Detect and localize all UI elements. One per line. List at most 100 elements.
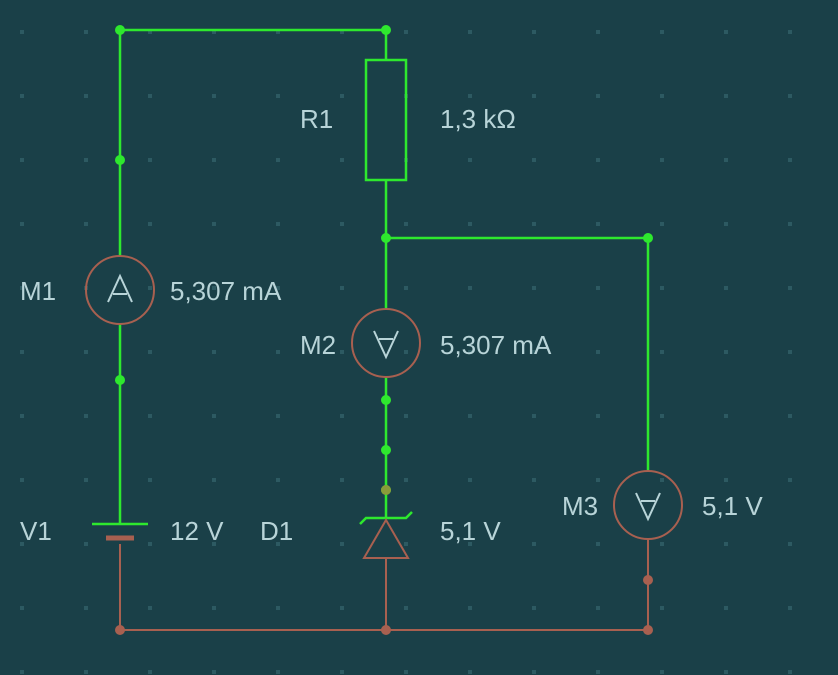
label-R1_name: R1 [300,104,333,134]
grid-dot [212,606,216,610]
grid-dot [340,670,344,674]
label-D1_val: 5,1 V [440,516,501,546]
grid-dot [468,30,472,34]
grid-dot [788,542,792,546]
grid-dot [404,670,408,674]
grid-dot [532,606,536,610]
resistor-r1 [366,60,406,180]
grid-dot [276,94,280,98]
label-R1_val: 1,3 kΩ [440,104,516,134]
grid-dot [148,94,152,98]
ammeter-m2 [352,309,420,377]
grid-dot [84,542,88,546]
grid-dot [468,670,472,674]
grid-dot [148,350,152,354]
grid-dot [596,670,600,674]
grid-dot [724,30,728,34]
grid-dot [788,222,792,226]
grid-dot [84,222,88,226]
junction-node [381,445,391,455]
grid-dot [148,158,152,162]
grid-dot [20,158,24,162]
grid-dot [20,606,24,610]
grid-dot [724,414,728,418]
grid-dot [788,350,792,354]
grid-dot [724,222,728,226]
grid-dot [596,158,600,162]
grid-dot [340,606,344,610]
grid-dot [148,606,152,610]
grid-dot [212,94,216,98]
grid-dot [468,94,472,98]
grid-dot [340,158,344,162]
grid-dot [596,606,600,610]
grid-dot [276,222,280,226]
junction-node [381,485,391,495]
grid-dot [340,414,344,418]
grid-dot [404,350,408,354]
grid-dot [788,670,792,674]
grid-dot [596,478,600,482]
grid-dot [20,670,24,674]
grid-dot [148,670,152,674]
grid-dot [532,94,536,98]
grid-dot [660,478,664,482]
grid-dot [596,542,600,546]
grid-dot [276,478,280,482]
grid-dot [212,158,216,162]
grid-dot [148,542,152,546]
grid-dot [212,222,216,226]
grid-dot [660,542,664,546]
grid-dot [20,94,24,98]
grid-dot [596,286,600,290]
grid-dot [724,158,728,162]
grid-dot [724,350,728,354]
label-D1_name: D1 [260,516,293,546]
label-M1_val: 5,307 mA [170,276,282,306]
grid-dot [468,414,472,418]
grid-dot [340,542,344,546]
grid-dot [276,350,280,354]
junction-node [643,625,653,635]
grid-dot [660,30,664,34]
label-M3_name: M3 [562,491,598,521]
grid-dot [212,670,216,674]
grid-dot [788,30,792,34]
grid-dot [84,414,88,418]
junction-node [643,575,653,585]
junction-node [381,233,391,243]
grid-dot [148,414,152,418]
grid-dot [724,478,728,482]
grid-dot [788,286,792,290]
label-M1_name: M1 [20,276,56,306]
grid-dot [788,606,792,610]
grid-dot [788,414,792,418]
grid-dot [84,30,88,34]
grid-dot [468,478,472,482]
junction-node [381,625,391,635]
grid-dot [84,158,88,162]
grid-dot [404,30,408,34]
grid-dot [468,606,472,610]
grid-dot [596,30,600,34]
grid-dot [84,350,88,354]
grid-dot [212,414,216,418]
label-M2_name: M2 [300,330,336,360]
grid-dot [788,478,792,482]
grid-dot [660,606,664,610]
zener-d1 [364,520,408,558]
grid-dot [20,478,24,482]
grid-dot [468,222,472,226]
grid-dot [532,542,536,546]
grid-dot [212,350,216,354]
grid-dot [84,478,88,482]
grid-dot [660,158,664,162]
grid-dot [660,350,664,354]
junction-node [381,25,391,35]
grid-dot [724,670,728,674]
grid-dot [532,670,536,674]
label-M3_val: 5,1 V [702,491,763,521]
grid-dot [468,286,472,290]
grid-dot [20,350,24,354]
grid-dot [340,94,344,98]
